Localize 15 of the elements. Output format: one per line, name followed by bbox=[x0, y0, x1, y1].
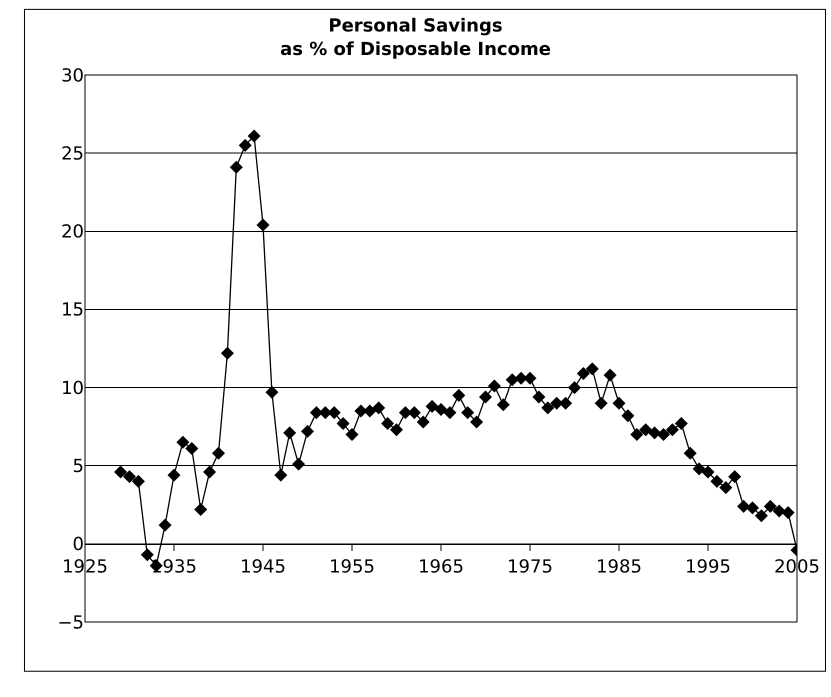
x-tick-label: 1945 bbox=[240, 556, 286, 578]
y-tick-label: 30 bbox=[61, 65, 84, 86]
x-tick-label: 1965 bbox=[418, 556, 464, 578]
x-tick-label: 1975 bbox=[507, 556, 553, 578]
x-tick-label: 1995 bbox=[685, 556, 731, 578]
y-tick-label: −5 bbox=[57, 612, 84, 634]
y-tick-label: 15 bbox=[61, 300, 84, 321]
y-tick-label: 25 bbox=[61, 143, 84, 164]
x-tick-label: 1955 bbox=[329, 556, 375, 578]
y-tick-label: 20 bbox=[61, 222, 84, 243]
chart-title: Personal Savings as % of Disposable Income bbox=[280, 15, 551, 60]
y-tick-label: 10 bbox=[61, 378, 84, 399]
y-tick-label: 5 bbox=[72, 456, 84, 478]
x-tick-label: 1985 bbox=[596, 556, 642, 578]
y-tick-label: 0 bbox=[72, 534, 84, 556]
